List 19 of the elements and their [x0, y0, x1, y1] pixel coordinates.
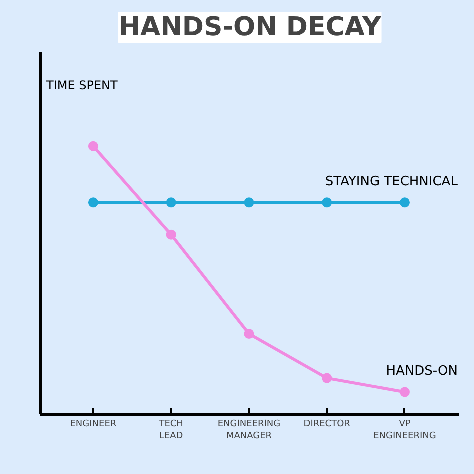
x-tick-label: TECH LEAD: [158, 420, 184, 442]
point: [166, 198, 176, 208]
series-label: STAYING TECHNICAL: [325, 174, 459, 190]
x-tick-label: ENGINEERING MANAGER: [218, 420, 281, 442]
point: [322, 373, 332, 384]
point: [244, 329, 254, 340]
point: [166, 230, 176, 240]
y-axis-title: TIME SPENT: [46, 78, 119, 93]
point: [88, 141, 98, 152]
point: [244, 198, 254, 208]
point: [400, 198, 410, 208]
point: [400, 387, 410, 398]
point: [322, 198, 332, 208]
chart-title: HANDS-ON DECAY: [118, 12, 382, 42]
x-tick-label: DIRECTOR: [304, 420, 350, 430]
point: [88, 198, 98, 208]
x-tick-label: VP ENGINEERING: [374, 420, 436, 442]
series-label: HANDS-ON: [386, 364, 458, 379]
x-tick-label: ENGINEER: [70, 420, 117, 430]
